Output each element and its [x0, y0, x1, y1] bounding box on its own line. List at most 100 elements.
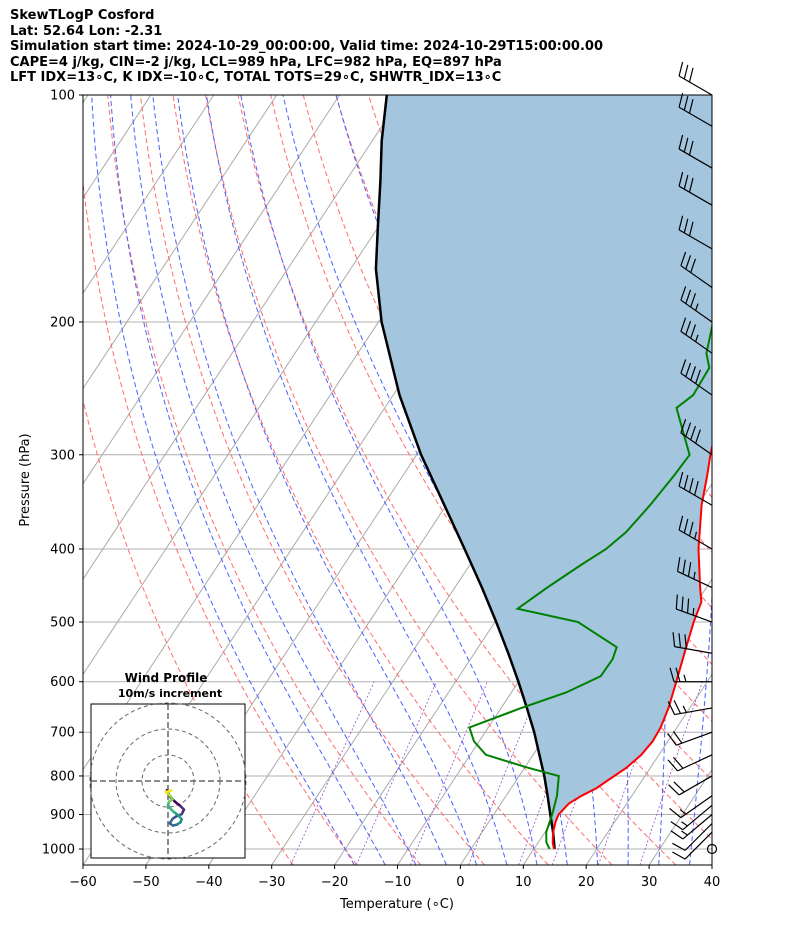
isotherm-line [711, 864, 712, 865]
barb-feather [690, 258, 697, 273]
wind-barb [669, 667, 712, 683]
barb-feather [695, 429, 701, 444]
dry-adiabat [727, 95, 794, 865]
wind-barb [678, 171, 713, 206]
barb-feather [672, 842, 686, 851]
isotherm-line [83, 95, 89, 104]
dry-adiabat [107, 95, 422, 865]
hodograph-segment [167, 788, 173, 793]
barb-half-feather [695, 303, 699, 311]
barb-feather [667, 733, 677, 746]
location-line: Lat: 52.64 Lon: -2.31 [10, 23, 163, 39]
barb-feather [690, 425, 697, 441]
barb-feather [680, 317, 687, 332]
barb-staff [680, 372, 713, 396]
y-tick-label: 900 [50, 808, 75, 823]
y-axis-label: Pressure (hPa) [18, 433, 33, 526]
time-line: Simulation start time: 2024-10-29_00:00:… [10, 39, 603, 54]
dry-adiabat [83, 398, 294, 865]
barb-feather [673, 700, 682, 714]
wind-barb [680, 286, 713, 323]
barb-staff [678, 529, 713, 550]
barb-feather [680, 251, 687, 266]
barb-feather [688, 221, 694, 237]
barb-feather [683, 474, 689, 490]
y-tick-label: 400 [50, 542, 75, 557]
y-tick-label: 500 [50, 616, 75, 631]
barb-feather [676, 557, 681, 572]
barb-staff [680, 795, 713, 819]
barb-half-feather [693, 571, 696, 580]
x-tick-label: 0 [456, 875, 464, 890]
barb-feather [668, 784, 680, 796]
barb-feather [683, 95, 689, 111]
moist-adiabat [152, 95, 447, 865]
isotherm-line [775, 95, 794, 865]
y-tick-label: 300 [50, 448, 75, 463]
barb-feather [670, 821, 684, 831]
barb-feather [685, 289, 692, 304]
barb-feather [678, 633, 682, 648]
dry-adiabat [83, 179, 358, 865]
barb-feather [686, 598, 690, 614]
x-tick-label: 20 [578, 875, 595, 890]
barb-feather [685, 320, 692, 336]
barb-feather [670, 830, 684, 840]
barb-feather [684, 634, 687, 649]
barb-feather [683, 218, 689, 234]
barb-feather [688, 177, 694, 193]
hodograph-inset: Wind Profile 10m/s increment [89, 671, 247, 860]
moist-adiabat [91, 95, 355, 865]
barb-feather [690, 293, 697, 308]
hodograph-subtitle: 10m/s increment [118, 687, 222, 700]
y-tick-label: 600 [50, 675, 75, 690]
barb-feather [685, 255, 692, 270]
x-axis: −60 −50 −40 −30 −20 −10 0 10 20 30 40 [69, 865, 720, 890]
barb-staff [678, 185, 713, 206]
mixing-ratio-line [468, 681, 543, 865]
chart-header: SkewTLogP Cosford Lat: 52.64 Lon: -2.31 … [10, 8, 790, 86]
barb-staff [680, 299, 713, 323]
barb-staff [678, 106, 713, 127]
dry-adiabat [237, 95, 677, 865]
isotherm-line [83, 95, 278, 390]
barb-feather [678, 61, 684, 77]
profile-lines [374, 95, 712, 850]
wind-barb [672, 632, 713, 654]
barb-feather [683, 174, 689, 190]
x-tick-label: −40 [195, 875, 222, 890]
barb-feather [678, 171, 684, 187]
barb-staff [684, 823, 713, 851]
barb-staff [674, 646, 713, 654]
dry-adiabat [270, 95, 712, 840]
barb-half-feather [681, 830, 688, 836]
barb-staff [682, 814, 713, 840]
barb-feather [690, 366, 697, 381]
barb-staff [680, 432, 713, 456]
wind-barb [672, 823, 713, 851]
x-axis-label: Temperature (∘C) [339, 897, 454, 912]
barb-staff [677, 570, 713, 589]
barb-feather [690, 324, 697, 339]
wind-barb [675, 594, 713, 623]
barb-staff [678, 775, 713, 796]
wind-barb [676, 557, 713, 589]
barb-feather [678, 92, 684, 108]
barb-feather [672, 632, 676, 647]
wind-barb [670, 804, 713, 831]
barb-feather [667, 759, 679, 772]
barb-half-feather [682, 705, 687, 713]
barb-half-feather [692, 607, 695, 616]
barb-staff [684, 831, 713, 860]
barb-feather [678, 215, 684, 231]
barb-half-feather [683, 674, 687, 682]
hodograph-title: Wind Profile [125, 671, 208, 685]
isotherm-line [585, 673, 712, 865]
barb-feather [680, 359, 687, 374]
moist-adiabat [177, 95, 478, 865]
barb-feather [688, 521, 694, 537]
barb-staff [677, 754, 713, 772]
barb-half-feather [695, 334, 699, 342]
barb-feather [673, 781, 685, 793]
wind-barb [680, 251, 713, 288]
